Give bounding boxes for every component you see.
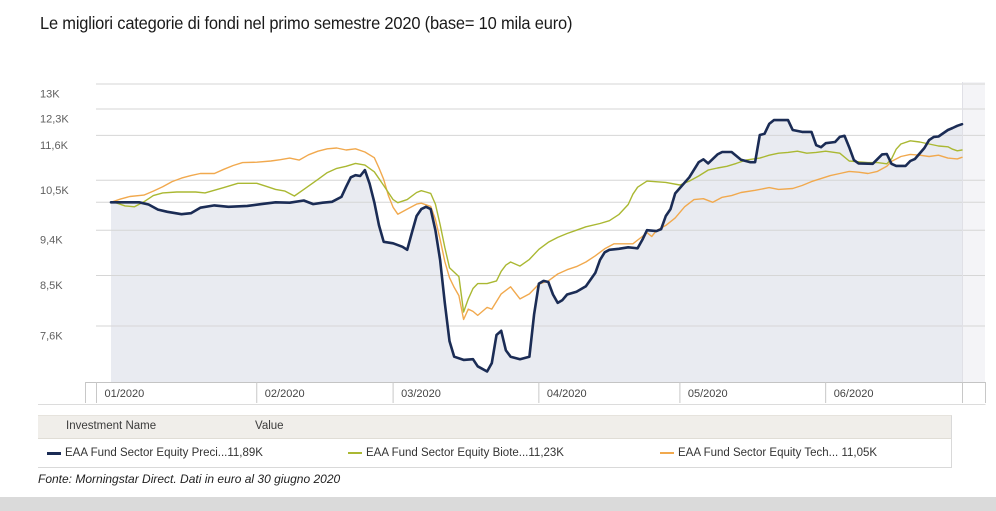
y-axis-label: 11,6K (40, 140, 69, 152)
y-axis-label: 8,5K (40, 280, 63, 292)
x-axis-label: 03/2020 (401, 388, 441, 400)
source-note: Fonte: Morningstar Direct. Dati in euro … (38, 472, 341, 486)
legend-item-precious-metals[interactable]: EAA Fund Sector Equity Preci... 11,89K (47, 439, 263, 467)
bottom-band (0, 497, 996, 511)
legend-row: EAA Fund Sector Equity Preci... 11,89K EA… (38, 439, 952, 468)
line-sample-icon (47, 451, 61, 455)
y-axis-label: 10,5K (40, 185, 69, 197)
legend-item-label: EAA Fund Sector Equity Preci... (65, 447, 228, 459)
line-sample-icon (348, 452, 362, 454)
legend-item-value: 11,89K (227, 447, 263, 459)
series-line-2 (110, 147, 963, 321)
series-line-1 (110, 140, 963, 313)
growth-chart: 13K 12,3K 11,6K 10,5K 9,4K 8,5K 7,6K 01/2020 02/… (38, 82, 986, 405)
line-sample-icon (660, 452, 674, 454)
after-data-band (962, 82, 985, 382)
x-axis-label: 06/2020 (834, 388, 874, 400)
y-axis-label: 12,3K (40, 114, 69, 126)
y-axis-label: 13K (40, 89, 60, 101)
series-line-0 (109, 118, 964, 373)
x-axis-label: 02/2020 (265, 388, 305, 400)
header-value: Value (255, 420, 284, 432)
legend-item-label: EAA Fund Sector Equity Tech... (678, 447, 842, 459)
y-axis-label: 9,4K (40, 235, 63, 247)
area-fill (111, 120, 962, 382)
legend-item-value: 11,23K (528, 447, 564, 459)
x-axis-label: 04/2020 (547, 388, 587, 400)
x-axis-label: 05/2020 (688, 388, 728, 400)
legend-item-value: 11,05K (841, 447, 878, 459)
legend-item-technology[interactable]: EAA Fund Sector Equity Tech... 11,05K (660, 439, 877, 467)
x-axis-label: 01/2020 (105, 388, 145, 400)
chart-title: Le migliori categorie di fondi nel primo… (40, 13, 573, 33)
legend-item-biotechnology[interactable]: EAA Fund Sector Equity Biote... 11,23K (348, 439, 564, 467)
header-investment-name: Investment Name (66, 420, 157, 432)
legend-table-header: Investment Name Value (38, 415, 952, 439)
legend-table: Investment Name Value EAA Fund Sector Eq… (38, 415, 952, 468)
y-axis-label: 7,6K (40, 331, 63, 343)
legend-item-label: EAA Fund Sector Equity Biote... (366, 447, 529, 459)
